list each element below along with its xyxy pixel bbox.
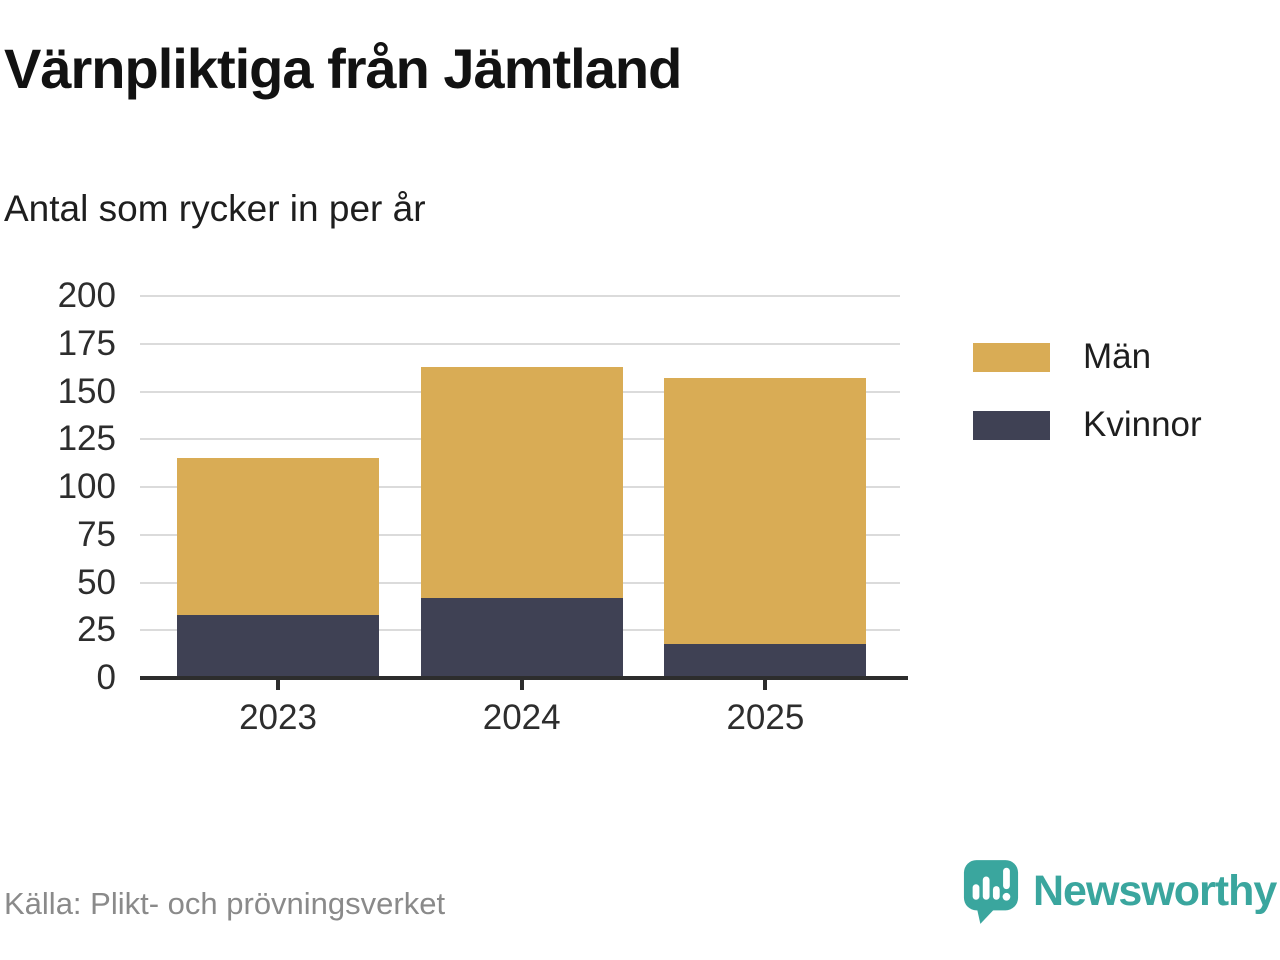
newsworthy-brand: Newsworthy <box>962 858 1277 924</box>
x-tick-2023 <box>276 680 280 690</box>
x-tick-2024 <box>519 680 524 690</box>
bar-2025-kvinnor <box>664 643 867 678</box>
legend-item-kvinnor: Kvinnor <box>973 405 1202 445</box>
legend-swatch-kvinnor <box>973 410 1050 440</box>
legend-label-män: Män <box>1083 337 1152 376</box>
y-tick-label-100: 100 <box>57 467 116 506</box>
x-axis-line <box>140 676 908 680</box>
y-tick-label-125: 125 <box>57 419 116 459</box>
gridline-175 <box>140 342 900 345</box>
y-tick-label-200: 200 <box>57 276 116 315</box>
y-tick-label-150: 150 <box>57 371 116 411</box>
bar-2023-män <box>177 458 379 615</box>
chart-title: Värnpliktiga från Jämtland <box>4 37 682 100</box>
newsworthy-logo-icon <box>963 860 1019 924</box>
plot-area: 2023 2024 2025 <box>140 295 908 737</box>
y-tick-label-75: 75 <box>77 514 116 554</box>
x-tick-label-2025: 2025 <box>726 698 805 737</box>
y-tick-label-25: 25 <box>77 610 116 650</box>
x-tick-label-2023: 2023 <box>239 698 317 737</box>
bar-2024-kvinnor <box>420 597 623 678</box>
y-tick-label-175: 175 <box>57 323 116 363</box>
chart-subtitle: Antal som rycker in per år <box>4 188 426 229</box>
x-tick-label-2024: 2024 <box>482 698 561 737</box>
chart-legend: Män Kvinnor <box>973 337 1202 473</box>
gridline-200 <box>140 295 900 297</box>
bar-2025-män <box>664 378 867 644</box>
x-tick-2025 <box>763 680 768 690</box>
legend-swatch-män <box>973 342 1050 372</box>
bar-2024-män <box>420 366 623 598</box>
y-tick-label-0: 0 <box>96 658 116 697</box>
source-text: Källa: Plikt- och prövningsverket <box>4 886 446 921</box>
bar-2023-kvinnor <box>177 614 379 678</box>
legend-label-kvinnor: Kvinnor <box>1083 405 1202 444</box>
newsworthy-wordmark: Newsworthy <box>1033 866 1277 915</box>
y-axis-labels: 0 25 50 75 100 125 150 175 200 <box>0 276 116 697</box>
legend-item-män: Män <box>973 337 1202 377</box>
y-tick-label-50: 50 <box>77 562 116 602</box>
